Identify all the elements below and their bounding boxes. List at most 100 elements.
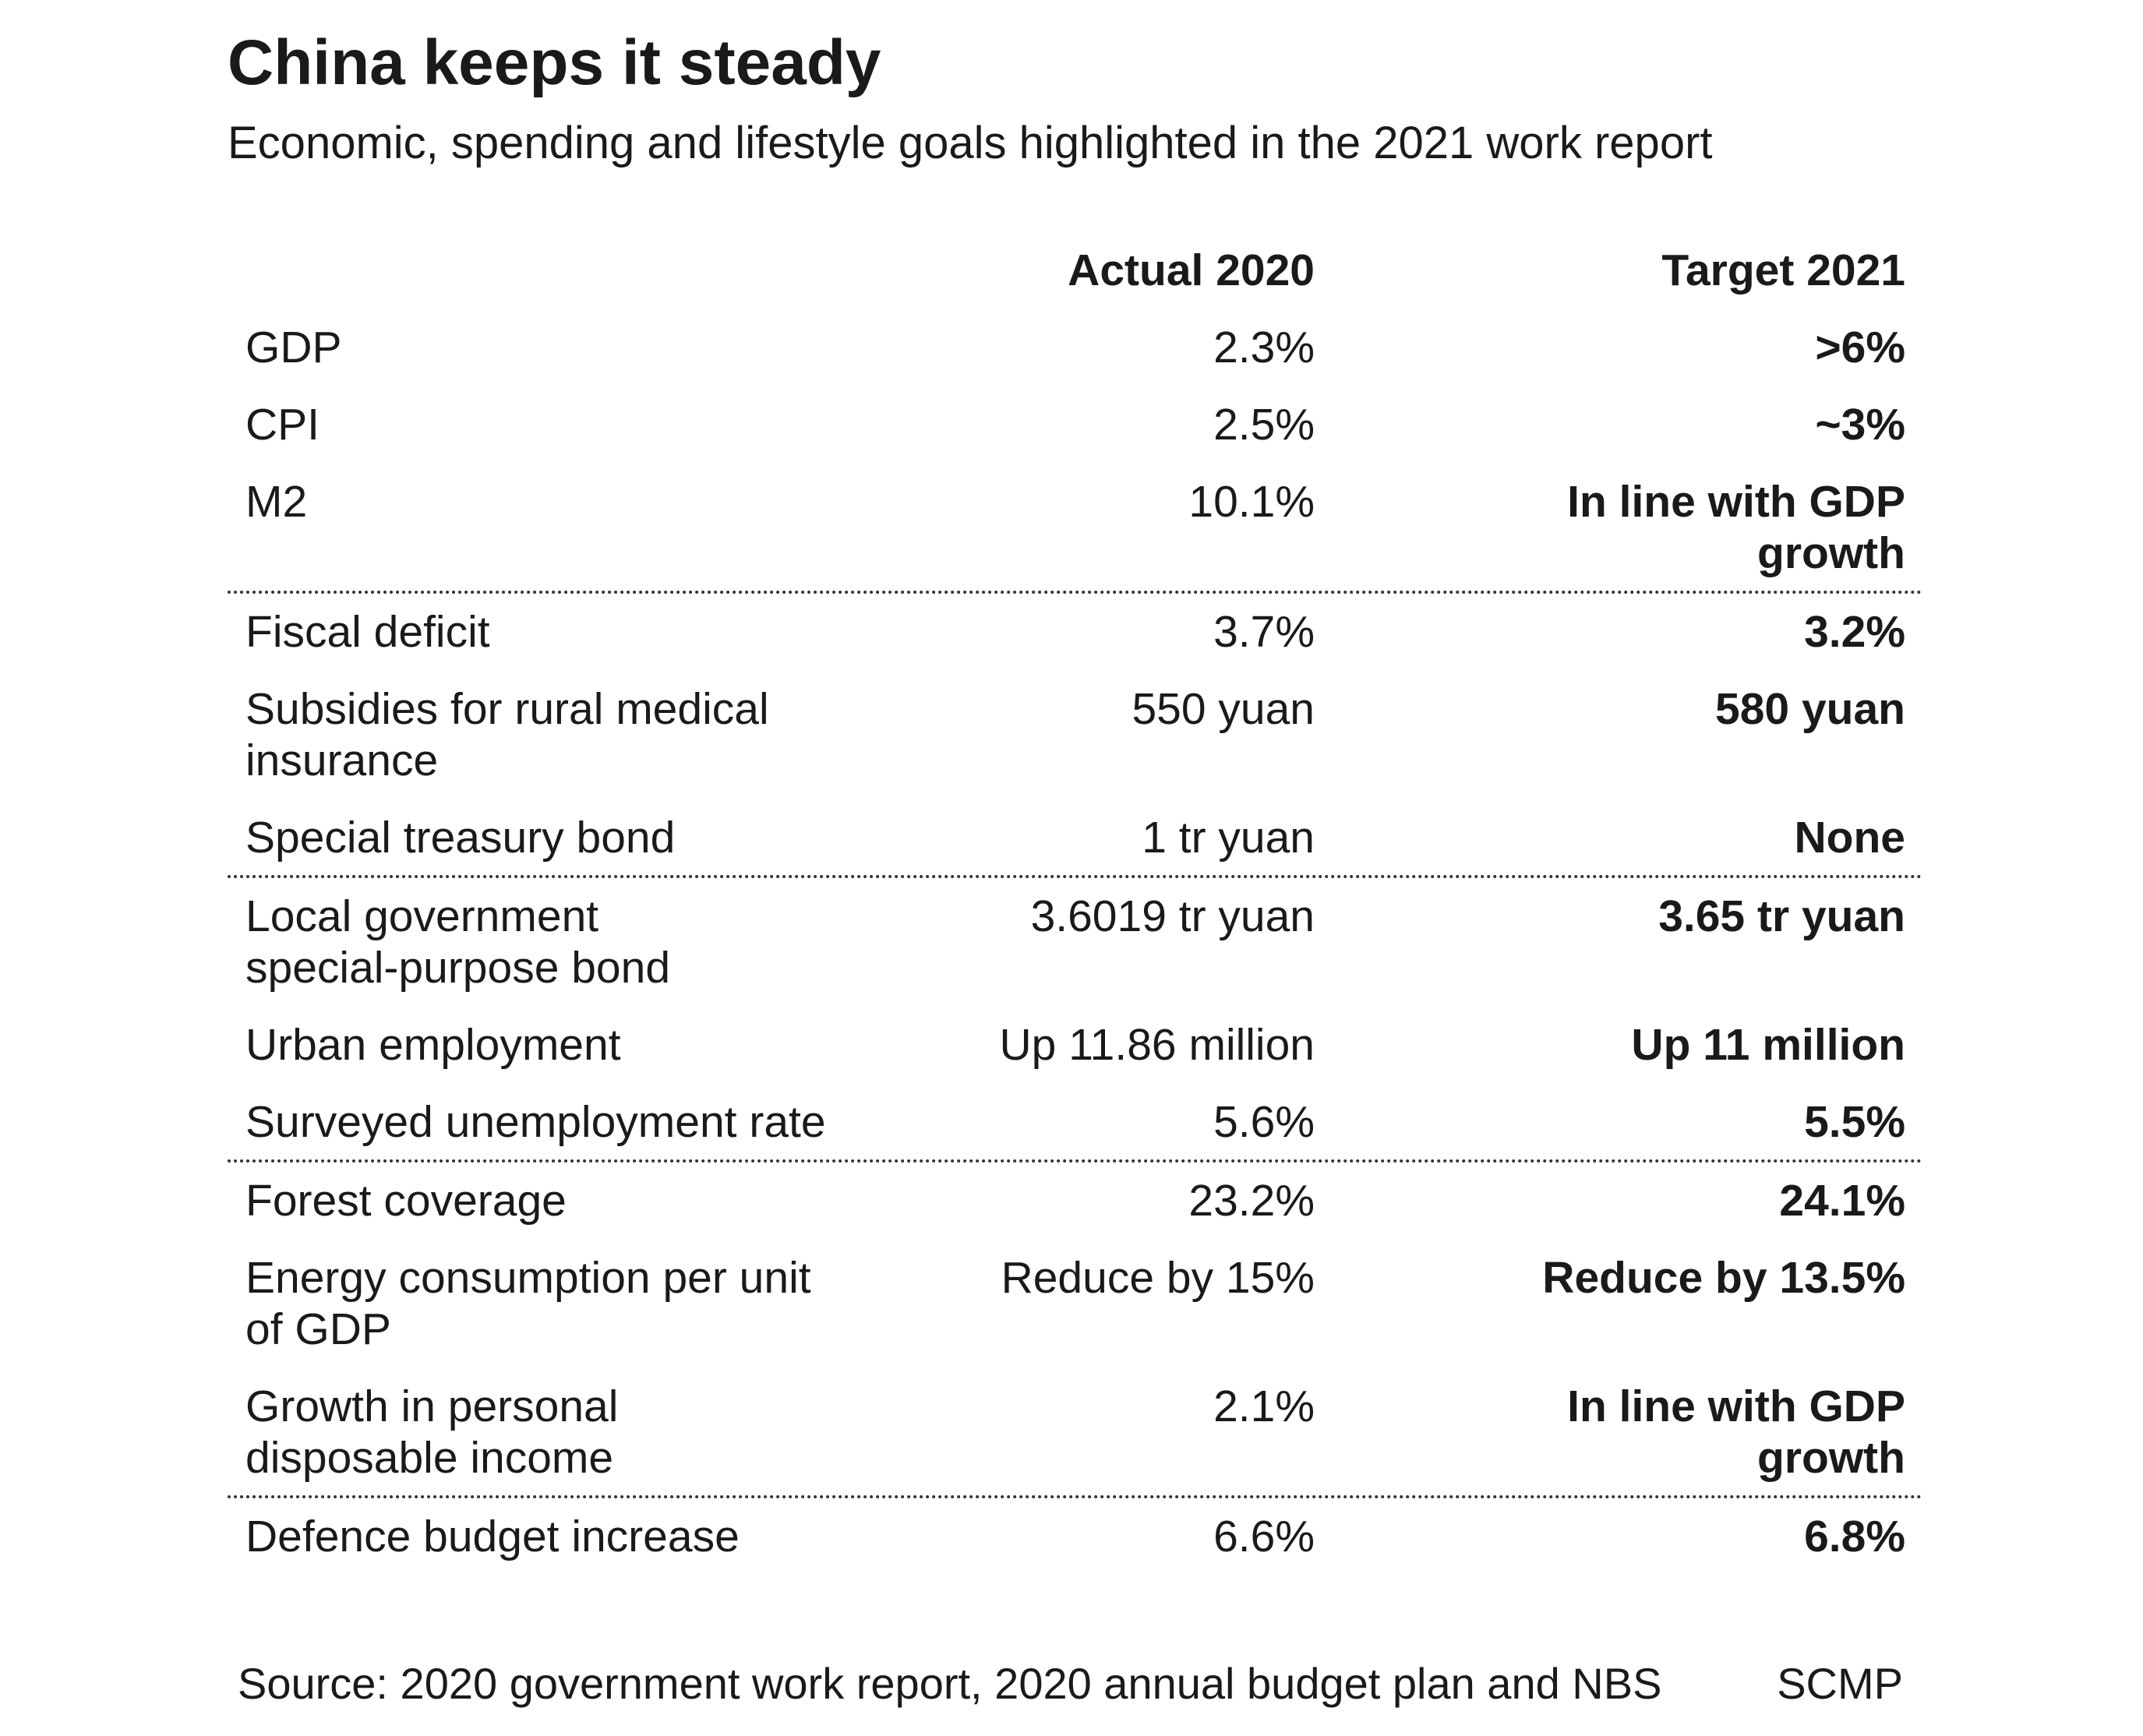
cell-line: 24.1% xyxy=(1779,1176,1905,1226)
row-group: Fiscal deficit 3.7% 3.2% Subsidies for rura… xyxy=(228,591,1922,877)
cell-line: ~3% xyxy=(1815,400,1905,450)
table-row: Surveyed unemployment rate 5.6% 5.5% xyxy=(228,1084,1922,1161)
label-cell: Urban employment xyxy=(245,1019,857,1071)
cell-line: growth xyxy=(1757,1433,1905,1483)
table-row: Urban employment Up 11.86 million Up 11 mi… xyxy=(228,1007,1922,1084)
row-group: Forest coverage 23.2% 24.1% Energy consumpt… xyxy=(228,1159,1922,1497)
label-cell: Growth in personal disposable income xyxy=(245,1381,857,1484)
credit: SCMP xyxy=(1777,1659,1903,1708)
cell-line: 580 yuan xyxy=(1715,684,1905,734)
target-cell: 3.2% xyxy=(1315,606,1905,658)
target-cell: >6% xyxy=(1315,322,1905,373)
actual-cell: 6.6% xyxy=(857,1511,1315,1562)
table-row: Fiscal deficit 3.7% 3.2% xyxy=(228,594,1922,671)
cell-line: Urban employment xyxy=(245,1020,621,1070)
column-header: Actual 2020 xyxy=(857,245,1315,296)
cell-line: 6.8% xyxy=(1804,1512,1905,1561)
target-cell: 24.1% xyxy=(1315,1175,1905,1226)
actual-cell: 1 tr yuan xyxy=(857,812,1315,863)
label-cell: Local government special-purpose bond xyxy=(245,891,857,993)
table-row: Defence budget increase 6.6% 6.8% xyxy=(228,1498,1922,1575)
cell-line: 3.6019 tr yuan xyxy=(1030,891,1315,941)
target-cell: 5.5% xyxy=(1315,1096,1905,1148)
cell-line: 23.2% xyxy=(1188,1176,1315,1226)
source: Source: 2020 government work report, 202… xyxy=(238,1659,1662,1708)
cell-line: 5.6% xyxy=(1213,1097,1315,1147)
label-cell: M2 xyxy=(245,476,857,579)
table-row: Energy consumption per unit of GDP Reduce … xyxy=(228,1240,1922,1368)
target-cell: In line with GDP growth xyxy=(1315,476,1905,579)
title: China keeps it steady xyxy=(228,27,881,98)
label-cell: Subsidies for rural medical insurance xyxy=(245,683,857,786)
target-cell: 580 yuan xyxy=(1315,683,1905,786)
table-row: GDP 2.3% >6% xyxy=(228,309,1922,386)
table-row: CPI 2.5% ~3% xyxy=(228,386,1922,464)
cell-line: Fiscal deficit xyxy=(245,607,490,657)
row-group: Local government special-purpose bond 3.60… xyxy=(228,875,1922,1161)
cell-line: 2.1% xyxy=(1213,1381,1315,1431)
table-row: Special treasury bond 1 tr yuan None xyxy=(228,799,1922,877)
row-group: Defence budget increase 6.6% 6.8% xyxy=(228,1495,1922,1575)
column-header: Target 2021 xyxy=(1315,245,1905,296)
label-cell: Defence budget increase xyxy=(245,1511,857,1562)
cell-line: of GDP xyxy=(245,1304,391,1354)
table-row: Subsidies for rural medical insurance 550 … xyxy=(228,671,1922,799)
table: Actual 2020 Target 2021 GDP 2.3% >6% CPI 2.5… xyxy=(228,232,1922,1575)
actual-cell: 3.6019 tr yuan xyxy=(857,891,1315,993)
cell-line: growth xyxy=(1757,528,1905,578)
table-row: Growth in personal disposable income 2.1% I… xyxy=(228,1368,1922,1497)
cell-line: 3.2% xyxy=(1804,607,1905,657)
cell-line: In line with GDP xyxy=(1567,1381,1905,1431)
cell-line: >6% xyxy=(1815,323,1905,372)
cell-line: 6.6% xyxy=(1213,1512,1315,1561)
cell-line: 1 tr yuan xyxy=(1142,813,1315,863)
column-header-text: Actual 2020 xyxy=(1068,245,1315,295)
header-row: Actual 2020 Target 2021 xyxy=(228,232,1922,309)
actual-cell: 10.1% xyxy=(857,476,1315,579)
cell-line: Subsidies for rural medical xyxy=(245,684,769,734)
cell-line: None xyxy=(1794,813,1906,863)
label-cell: CPI xyxy=(245,399,857,450)
table-row: Local government special-purpose bond 3.60… xyxy=(228,878,1922,1007)
label-cell: Special treasury bond xyxy=(245,812,857,863)
cell-line: CPI xyxy=(245,400,320,450)
cell-line: disposable income xyxy=(245,1433,614,1483)
cell-line: Growth in personal xyxy=(245,1381,619,1431)
target-cell: 3.65 tr yuan xyxy=(1315,891,1905,993)
cell-line: In line with GDP xyxy=(1567,477,1905,527)
cell-line: insurance xyxy=(245,736,439,785)
cell-line: M2 xyxy=(245,477,308,527)
actual-cell: 550 yuan xyxy=(857,683,1315,786)
cell-line: Reduce by 13.5% xyxy=(1542,1253,1905,1303)
cell-line: Up 11.86 million xyxy=(999,1020,1315,1070)
target-cell: None xyxy=(1315,812,1906,863)
target-cell: Up 11 million xyxy=(1315,1019,1905,1071)
label-cell: Forest coverage xyxy=(245,1175,857,1226)
target-cell: Reduce by 13.5% xyxy=(1315,1252,1905,1355)
cell-line: Energy consumption per unit xyxy=(245,1253,811,1303)
cell-line: 10.1% xyxy=(1188,477,1315,527)
cell-line: 3.65 tr yuan xyxy=(1658,891,1905,941)
cell-line: special-purpose bond xyxy=(245,943,671,993)
actual-cell: 2.5% xyxy=(857,399,1315,450)
cell-line: 3.7% xyxy=(1213,607,1315,657)
cell-line: 5.5% xyxy=(1804,1097,1905,1147)
cell-line: 550 yuan xyxy=(1132,684,1315,734)
actual-cell: 5.6% xyxy=(857,1096,1315,1148)
actual-cell: 3.7% xyxy=(857,606,1315,658)
table-row: M2 10.1% In line with GDP growth xyxy=(228,464,1922,592)
subtitle: Economic, spending and lifestyle goals h… xyxy=(228,118,1713,168)
cell-line: 2.5% xyxy=(1213,400,1315,450)
actual-cell: 2.3% xyxy=(857,322,1315,373)
cell-line: Reduce by 15% xyxy=(1001,1253,1315,1303)
target-cell: In line with GDP growth xyxy=(1315,1381,1905,1484)
cell-line: Local government xyxy=(245,891,599,941)
actual-cell: Reduce by 15% xyxy=(857,1252,1315,1355)
label-cell: Surveyed unemployment rate xyxy=(245,1096,857,1148)
cell-line: Surveyed unemployment rate xyxy=(245,1097,826,1147)
actual-cell: 2.1% xyxy=(857,1381,1315,1484)
cell-line: Special treasury bond xyxy=(245,813,676,863)
cell-line: Up 11 million xyxy=(1631,1020,1905,1070)
actual-cell: Up 11.86 million xyxy=(857,1019,1315,1071)
